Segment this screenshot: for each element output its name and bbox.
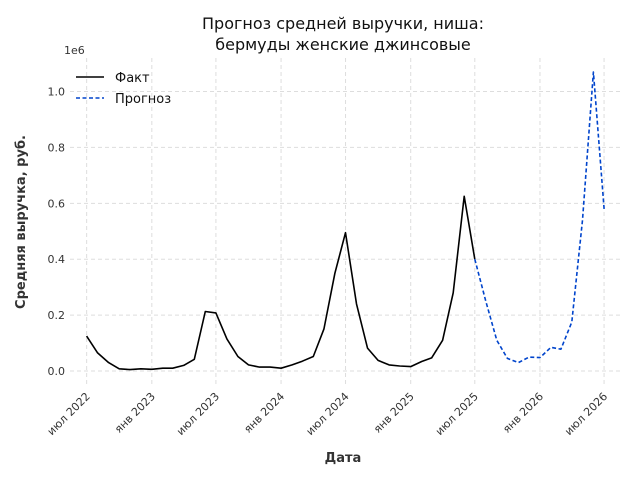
x-axis-label: Дата (325, 451, 362, 466)
series-layer (85, 71, 605, 371)
y-axis-ticks: 0.0 0.2 0.4 0.6 0.8 1.0 (48, 86, 66, 378)
legend: Факт Прогноз (76, 71, 171, 107)
x-tick-label: июл 2024 (304, 390, 352, 438)
chart-title-line-2: бермуды женские джинсовые (215, 35, 471, 54)
legend-label-forecast: Прогноз (115, 92, 171, 107)
grid (70, 58, 620, 385)
y-tick-label: 1.0 (48, 86, 66, 99)
x-tick-label: янв 2025 (371, 390, 417, 436)
y-tick-label: 0.8 (48, 141, 66, 154)
x-tick-label: июл 2023 (174, 390, 222, 438)
y-multiplier-label: 1e6 (64, 44, 85, 57)
x-tick-label: янв 2026 (500, 390, 546, 436)
x-tick-label: янв 2024 (241, 390, 287, 436)
series-line-forecast (474, 71, 605, 364)
x-tick-label: июл 2026 (562, 390, 610, 438)
legend-label-fact: Факт (115, 71, 150, 86)
y-tick-label: 0.6 (48, 197, 66, 210)
x-tick-label: июл 2022 (45, 390, 93, 438)
x-axis-ticks: июл 2022 янв 2023 июл 2023 янв 2024 июл 2024… (45, 390, 610, 438)
chart-title-line-1: Прогноз средней выручки, ниша: (202, 14, 484, 33)
y-tick-label: 0.4 (48, 253, 66, 266)
y-tick-label: 0.0 (48, 365, 66, 378)
y-axis-label: Средняя выручка, руб. (14, 135, 29, 309)
y-tick-label: 0.2 (48, 309, 66, 322)
x-tick-label: июл 2025 (433, 390, 481, 438)
x-tick-label: янв 2023 (112, 390, 158, 436)
series-line-fact (85, 195, 476, 371)
